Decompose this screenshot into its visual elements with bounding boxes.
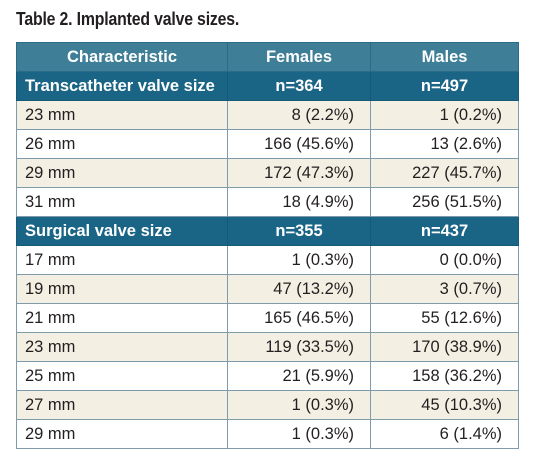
females-cell: 18 (4.9%) <box>227 187 371 217</box>
table-row: 23 mm 8 (2.2%) 1 (0.2%) <box>16 100 519 130</box>
table-row: 29 mm 172 (47.3%) 227 (45.7%) <box>16 158 519 188</box>
males-cell: 170 (38.9%) <box>370 332 519 362</box>
males-cell: 13 (2.6%) <box>370 129 519 159</box>
females-cell: 165 (46.5%) <box>227 303 371 333</box>
size-cell: 29 mm <box>16 419 228 449</box>
size-cell: 21 mm <box>16 303 228 333</box>
valve-sizes-table: Characteristic Females Males Transcathet… <box>16 42 519 449</box>
males-cell: 227 (45.7%) <box>370 158 519 188</box>
table-row: 31 mm 18 (4.9%) 256 (51.5%) <box>16 187 519 217</box>
section-row-transcatheter: Transcatheter valve size n=364 n=497 <box>16 71 519 101</box>
table-row: 27 mm 1 (0.3%) 45 (10.3%) <box>16 390 519 420</box>
column-header-males: Males <box>370 42 519 72</box>
males-cell: 256 (51.5%) <box>370 187 519 217</box>
size-cell: 27 mm <box>16 390 228 420</box>
table-caption: Table 2. Implanted valve sizes. <box>16 9 240 29</box>
size-cell: 17 mm <box>16 245 228 275</box>
females-cell: 21 (5.9%) <box>227 361 371 391</box>
males-cell: 0 (0.0%) <box>370 245 519 275</box>
females-cell: 1 (0.3%) <box>227 419 371 449</box>
table-row: 23 mm 119 (33.5%) 170 (38.9%) <box>16 332 519 362</box>
table-row: 29 mm 1 (0.3%) 6 (1.4%) <box>16 419 519 449</box>
size-cell: 25 mm <box>16 361 228 391</box>
section-label: Surgical valve size <box>16 216 228 246</box>
table-row: 19 mm 47 (13.2%) 3 (0.7%) <box>16 274 519 304</box>
females-cell: 47 (13.2%) <box>227 274 371 304</box>
males-cell: 55 (12.6%) <box>370 303 519 333</box>
females-cell: 172 (47.3%) <box>227 158 371 188</box>
section-label: Transcatheter valve size <box>16 71 228 101</box>
males-cell: 1 (0.2%) <box>370 100 519 130</box>
females-cell: 119 (33.5%) <box>227 332 371 362</box>
females-cell: 166 (45.6%) <box>227 129 371 159</box>
table-row: 21 mm 165 (46.5%) 55 (12.6%) <box>16 303 519 333</box>
size-cell: 26 mm <box>16 129 228 159</box>
size-cell: 19 mm <box>16 274 228 304</box>
section-row-surgical: Surgical valve size n=355 n=437 <box>16 216 519 246</box>
section-females-n: n=355 <box>227 216 371 246</box>
table-row: 25 mm 21 (5.9%) 158 (36.2%) <box>16 361 519 391</box>
column-header-females: Females <box>227 42 371 72</box>
table-header-row: Characteristic Females Males <box>16 42 519 72</box>
column-header-characteristic: Characteristic <box>16 42 228 72</box>
females-cell: 1 (0.3%) <box>227 390 371 420</box>
males-cell: 3 (0.7%) <box>370 274 519 304</box>
section-males-n: n=437 <box>370 216 519 246</box>
males-cell: 158 (36.2%) <box>370 361 519 391</box>
size-cell: 23 mm <box>16 100 228 130</box>
males-cell: 6 (1.4%) <box>370 419 519 449</box>
section-males-n: n=497 <box>370 71 519 101</box>
table-row: 26 mm 166 (45.6%) 13 (2.6%) <box>16 129 519 159</box>
females-cell: 8 (2.2%) <box>227 100 371 130</box>
males-cell: 45 (10.3%) <box>370 390 519 420</box>
size-cell: 31 mm <box>16 187 228 217</box>
table-row: 17 mm 1 (0.3%) 0 (0.0%) <box>16 245 519 275</box>
size-cell: 23 mm <box>16 332 228 362</box>
size-cell: 29 mm <box>16 158 228 188</box>
females-cell: 1 (0.3%) <box>227 245 371 275</box>
section-females-n: n=364 <box>227 71 371 101</box>
